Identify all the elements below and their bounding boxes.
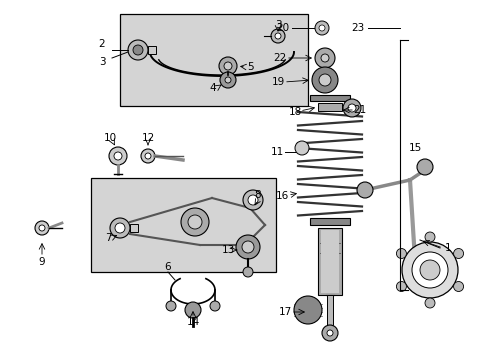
Circle shape (181, 208, 208, 236)
Circle shape (356, 182, 372, 198)
Text: 18: 18 (288, 107, 301, 117)
Circle shape (416, 159, 432, 175)
Circle shape (311, 67, 337, 93)
Circle shape (224, 62, 231, 70)
Circle shape (165, 301, 176, 311)
Text: 11: 11 (270, 147, 283, 157)
Bar (148, 46, 156, 54)
Circle shape (347, 104, 355, 112)
Circle shape (110, 218, 130, 238)
Circle shape (274, 33, 281, 39)
Bar (130, 224, 138, 232)
Circle shape (184, 302, 201, 318)
Circle shape (209, 301, 220, 311)
Circle shape (133, 45, 142, 55)
Circle shape (128, 40, 148, 60)
Bar (309, 95, 349, 101)
Circle shape (115, 223, 125, 233)
Circle shape (453, 248, 463, 258)
Text: 5: 5 (247, 62, 254, 72)
Text: 2: 2 (99, 39, 105, 49)
Circle shape (220, 72, 236, 88)
Circle shape (320, 54, 328, 62)
Text: 15: 15 (407, 143, 421, 153)
Bar (309, 218, 349, 225)
Text: 20: 20 (276, 23, 289, 33)
Circle shape (243, 190, 263, 210)
Text: 1: 1 (444, 243, 450, 253)
Text: 19: 19 (271, 77, 284, 87)
Circle shape (294, 141, 308, 155)
Circle shape (419, 260, 439, 280)
Circle shape (342, 99, 360, 117)
Bar (320, 230, 338, 293)
Circle shape (247, 195, 258, 205)
Circle shape (141, 149, 155, 163)
Circle shape (242, 241, 253, 253)
Circle shape (321, 325, 337, 341)
Circle shape (187, 215, 202, 229)
Circle shape (270, 29, 285, 43)
Bar (317, 103, 341, 111)
Circle shape (114, 152, 122, 160)
Circle shape (236, 235, 260, 259)
Bar (91, 178, 275, 272)
Text: 21: 21 (353, 105, 366, 115)
Circle shape (35, 221, 49, 235)
Text: 6: 6 (164, 262, 171, 272)
Text: 13: 13 (221, 245, 234, 255)
Text: 9: 9 (39, 257, 45, 267)
Text: 12: 12 (141, 133, 154, 143)
Circle shape (39, 225, 45, 231)
Text: 4: 4 (209, 83, 216, 93)
Bar (317, 228, 341, 295)
Circle shape (318, 25, 325, 31)
Circle shape (219, 57, 237, 75)
Bar (120, 14, 307, 106)
Circle shape (109, 147, 127, 165)
Circle shape (224, 77, 230, 83)
Text: 3: 3 (274, 20, 281, 30)
Circle shape (326, 330, 332, 336)
Text: 10: 10 (103, 133, 116, 143)
Circle shape (396, 282, 406, 292)
Circle shape (145, 153, 151, 159)
Text: 17: 17 (278, 307, 291, 317)
Circle shape (396, 248, 406, 258)
Circle shape (293, 296, 321, 324)
Circle shape (314, 48, 334, 68)
Circle shape (243, 267, 252, 277)
Text: 14: 14 (186, 317, 199, 327)
Text: 8: 8 (254, 190, 261, 200)
Text: 16: 16 (275, 191, 288, 201)
Text: 7: 7 (104, 233, 111, 243)
Text: 23: 23 (351, 23, 364, 33)
Circle shape (411, 252, 447, 288)
Circle shape (424, 298, 434, 308)
Text: 22: 22 (273, 53, 286, 63)
Circle shape (424, 232, 434, 242)
Circle shape (318, 74, 330, 86)
Circle shape (314, 21, 328, 35)
Text: 3: 3 (99, 57, 105, 67)
Circle shape (401, 242, 457, 298)
Circle shape (453, 282, 463, 292)
Bar (326, 295, 332, 325)
